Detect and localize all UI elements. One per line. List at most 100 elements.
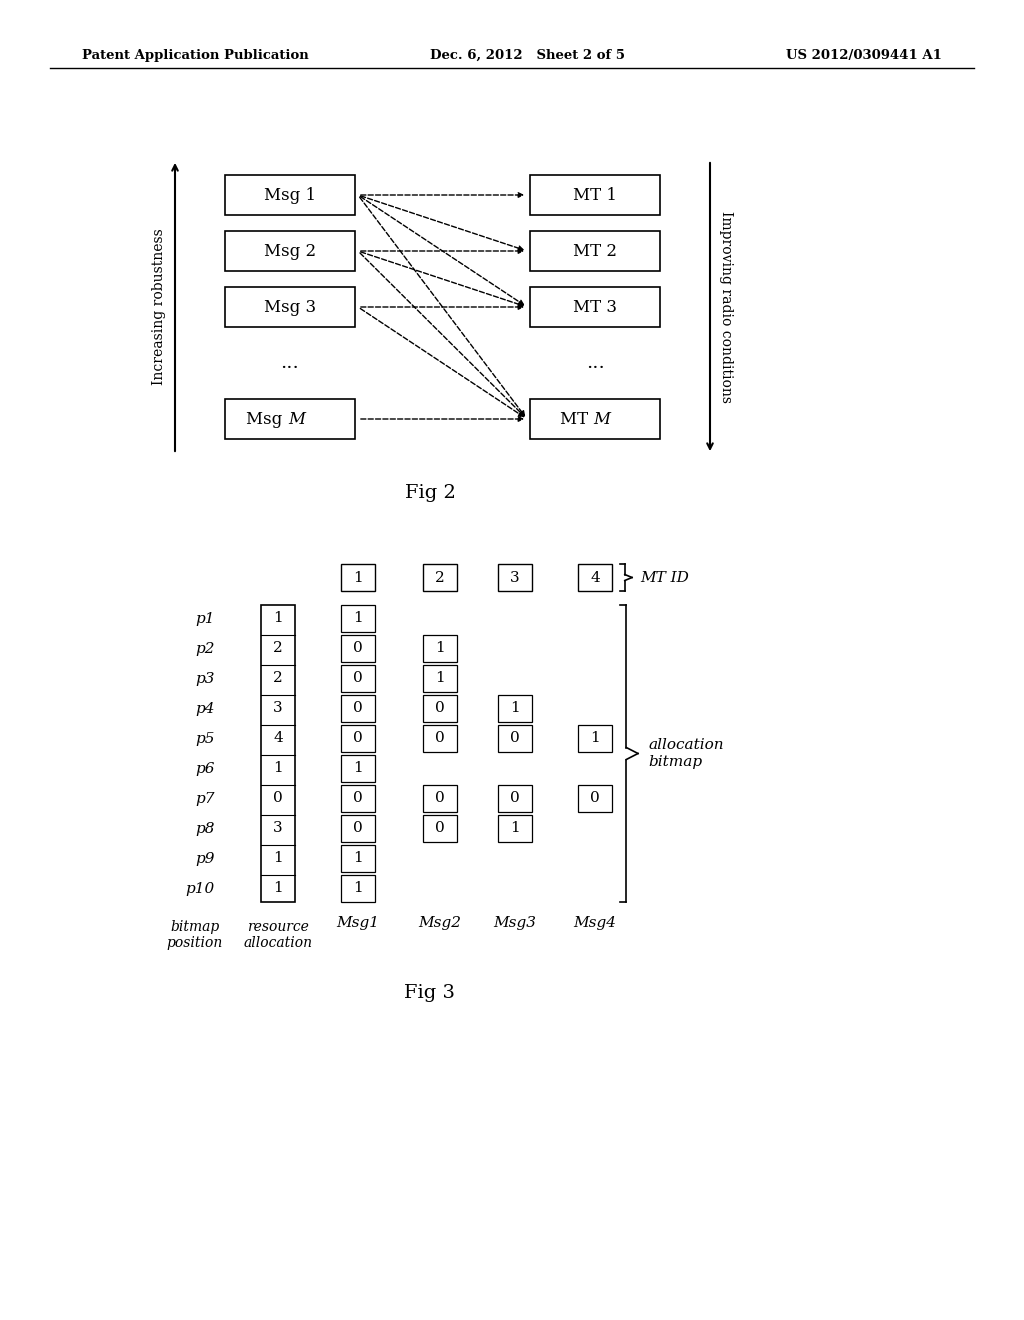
Text: 0: 0 [353, 821, 362, 836]
Text: 0: 0 [435, 701, 444, 715]
Text: p2: p2 [196, 642, 215, 656]
Text: 1: 1 [273, 882, 283, 895]
Text: 0: 0 [435, 792, 444, 805]
Text: 0: 0 [353, 792, 362, 805]
FancyBboxPatch shape [341, 845, 375, 873]
FancyBboxPatch shape [498, 814, 532, 842]
Text: 0: 0 [510, 731, 520, 746]
FancyBboxPatch shape [498, 785, 532, 812]
FancyBboxPatch shape [423, 785, 457, 812]
FancyBboxPatch shape [498, 696, 532, 722]
FancyBboxPatch shape [341, 814, 375, 842]
Text: 1: 1 [435, 672, 444, 685]
Text: 1: 1 [273, 762, 283, 776]
FancyBboxPatch shape [341, 605, 375, 632]
Text: p3: p3 [196, 672, 215, 685]
Text: 1: 1 [353, 611, 362, 626]
Text: 1: 1 [510, 701, 520, 715]
Text: p5: p5 [196, 731, 215, 746]
Text: ...: ... [281, 354, 299, 372]
FancyBboxPatch shape [423, 635, 457, 663]
FancyBboxPatch shape [341, 696, 375, 722]
FancyBboxPatch shape [341, 785, 375, 812]
Text: MT ID: MT ID [640, 570, 689, 585]
Text: 0: 0 [590, 792, 600, 805]
Text: p7: p7 [196, 792, 215, 805]
Text: allocation
bitmap: allocation bitmap [648, 738, 724, 768]
FancyBboxPatch shape [341, 665, 375, 692]
Text: 3: 3 [273, 701, 283, 715]
FancyBboxPatch shape [423, 725, 457, 752]
FancyBboxPatch shape [578, 725, 612, 752]
Text: Fig 3: Fig 3 [404, 983, 456, 1002]
Text: Msg4: Msg4 [573, 916, 616, 931]
Text: p10: p10 [185, 882, 215, 895]
FancyBboxPatch shape [341, 875, 375, 902]
Text: 1: 1 [273, 611, 283, 626]
Text: Fig 2: Fig 2 [404, 484, 456, 502]
Text: Dec. 6, 2012   Sheet 2 of 5: Dec. 6, 2012 Sheet 2 of 5 [430, 49, 625, 62]
Text: 3: 3 [273, 821, 283, 836]
Text: US 2012/0309441 A1: US 2012/0309441 A1 [786, 49, 942, 62]
Text: Increasing robustness: Increasing robustness [152, 228, 166, 385]
Text: Msg1: Msg1 [337, 916, 380, 931]
FancyBboxPatch shape [341, 564, 375, 591]
Text: 1: 1 [353, 570, 362, 585]
Text: MT 3: MT 3 [573, 298, 617, 315]
Text: 4: 4 [590, 570, 600, 585]
Text: 1: 1 [353, 882, 362, 895]
Text: 1: 1 [353, 851, 362, 866]
Text: Patent Application Publication: Patent Application Publication [82, 49, 309, 62]
Text: 0: 0 [435, 731, 444, 746]
FancyBboxPatch shape [498, 725, 532, 752]
FancyBboxPatch shape [530, 286, 660, 327]
FancyBboxPatch shape [530, 399, 660, 440]
Text: Msg2: Msg2 [419, 916, 462, 931]
Text: Msg 2: Msg 2 [264, 243, 316, 260]
Text: 2: 2 [435, 570, 444, 585]
FancyBboxPatch shape [423, 665, 457, 692]
Text: 2: 2 [273, 642, 283, 656]
Text: 2: 2 [273, 672, 283, 685]
FancyBboxPatch shape [578, 564, 612, 591]
Text: 1: 1 [273, 851, 283, 866]
FancyBboxPatch shape [423, 564, 457, 591]
FancyBboxPatch shape [341, 635, 375, 663]
Text: 3: 3 [510, 570, 520, 585]
Text: 4: 4 [273, 731, 283, 746]
Text: Msg 3: Msg 3 [264, 298, 316, 315]
Text: 0: 0 [273, 792, 283, 805]
Text: M: M [593, 411, 610, 428]
Text: p6: p6 [196, 762, 215, 776]
Text: M: M [288, 411, 305, 428]
Text: 0: 0 [510, 792, 520, 805]
Text: p1: p1 [196, 611, 215, 626]
Text: resource
allocation: resource allocation [244, 920, 312, 950]
FancyBboxPatch shape [225, 176, 355, 215]
Text: 1: 1 [435, 642, 444, 656]
Text: p4: p4 [196, 701, 215, 715]
Text: p9: p9 [196, 851, 215, 866]
FancyBboxPatch shape [261, 605, 295, 902]
Text: 0: 0 [353, 731, 362, 746]
Text: bitmap
position: bitmap position [167, 920, 223, 950]
Text: Msg3: Msg3 [494, 916, 537, 931]
Text: 0: 0 [353, 701, 362, 715]
Text: 0: 0 [353, 672, 362, 685]
FancyBboxPatch shape [225, 399, 355, 440]
Text: Msg 1: Msg 1 [264, 186, 316, 203]
FancyBboxPatch shape [225, 286, 355, 327]
Text: Msg: Msg [247, 411, 288, 428]
Text: ...: ... [586, 354, 604, 372]
FancyBboxPatch shape [423, 696, 457, 722]
Text: Improving radio conditions: Improving radio conditions [719, 211, 733, 403]
Text: MT 2: MT 2 [573, 243, 617, 260]
Text: 1: 1 [590, 731, 600, 746]
Text: 0: 0 [353, 642, 362, 656]
FancyBboxPatch shape [578, 785, 612, 812]
FancyBboxPatch shape [341, 725, 375, 752]
Text: 1: 1 [510, 821, 520, 836]
FancyBboxPatch shape [341, 755, 375, 781]
Text: p8: p8 [196, 821, 215, 836]
Text: MT 1: MT 1 [573, 186, 617, 203]
